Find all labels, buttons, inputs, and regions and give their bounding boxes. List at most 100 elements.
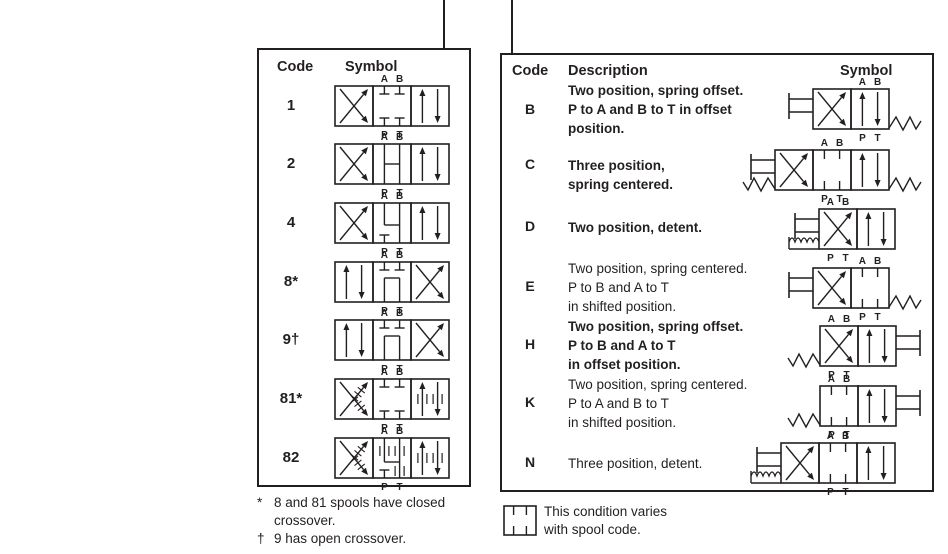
port-label: A [381, 74, 388, 85]
varies-box-icon [503, 505, 537, 536]
port-label: A [827, 431, 834, 442]
actuator-description-B: Two position, spring offset. P to A and B… [568, 83, 744, 136]
valve-symbol-spool-81: A BP T [334, 367, 450, 434]
actuator-code-C: C [524, 156, 536, 172]
port-label: B [842, 197, 849, 208]
actuator-description-K: Two position, spring centered. P to A and… [568, 377, 748, 430]
port-label: T [837, 194, 843, 205]
port-label: T [875, 133, 881, 144]
actuator-code-B: B [524, 101, 536, 117]
footnote-marker: † [257, 531, 265, 546]
footnote-marker: * [257, 495, 263, 510]
spool-code-8: 8* [283, 273, 299, 290]
actuator-code-table: Code Description Symbol B Two position, s… [500, 53, 934, 498]
port-label: B [842, 431, 849, 442]
legend-line: This condition varies [544, 504, 668, 519]
spool-symbol-header: Symbol [345, 59, 398, 75]
actuator-description-C: Three position, spring centered. [568, 158, 674, 192]
actuator-description-D: Two position, detent. [568, 220, 702, 235]
port-label: P [381, 423, 388, 434]
port-label: A [859, 256, 866, 267]
port-label: T [843, 487, 849, 498]
port-label: B [396, 132, 403, 143]
footnote-text: 9 has open crossover. [274, 531, 407, 546]
actuator-description-N: Three position, detent. [568, 456, 703, 471]
footnotes: * 8 and 81 spools have closed crossover. †… [257, 494, 471, 548]
legend-line: with spool code. [544, 522, 641, 537]
spool-code-4: 4 [286, 214, 296, 231]
port-label: A [381, 250, 388, 261]
spool-code-2: 2 [286, 155, 296, 172]
port-label: P [381, 364, 388, 375]
port-label: B [396, 250, 403, 261]
port-label: A [381, 426, 388, 437]
port-label: T [843, 253, 849, 264]
port-label: T [397, 188, 403, 199]
actuator-description-H: Two position, spring offset. P to B and A… [568, 319, 744, 372]
port-label: B [396, 367, 403, 378]
actuator-code-K: K [524, 394, 536, 410]
port-label: T [844, 370, 850, 381]
port-label: A [859, 77, 866, 88]
port-label: T [397, 364, 403, 375]
valve-symbol-spool-1: A BP T [334, 74, 450, 141]
port-label: P [381, 482, 388, 493]
actuator-code-N: N [524, 454, 536, 470]
valve-symbol-actuator-C: A B P T [742, 138, 922, 205]
valve-symbol-actuator-H: A BP T [787, 314, 921, 381]
port-label: A [381, 308, 388, 319]
port-label: T [397, 306, 403, 317]
port-label: T [397, 130, 403, 141]
legend-text: This condition varies with spool code. [544, 503, 667, 539]
actuator-symbol-header: Symbol [840, 63, 893, 79]
valve-symbol-actuator-E: A BP T [788, 256, 922, 323]
leader-line-right [511, 0, 513, 55]
port-label: T [875, 312, 881, 323]
valve-symbol-spool-4: A BP T [334, 191, 450, 258]
port-label: A [381, 367, 388, 378]
spool-code-81: 81* [279, 390, 303, 407]
actuator-code-D: D [524, 218, 536, 234]
port-label: A [828, 314, 835, 325]
port-label: P [859, 312, 866, 323]
port-label: P [381, 247, 388, 258]
spool-code-1: 1 [286, 97, 296, 114]
actuator-code-header: Code [512, 63, 549, 79]
port-label: A [827, 197, 834, 208]
valve-symbol-actuator-K: A BP T [787, 374, 921, 441]
actuator-description-E: Two position, spring centered. P to B and… [568, 261, 748, 314]
port-label: A [381, 132, 388, 143]
valve-symbol-spool-8: A BP T [334, 250, 450, 317]
valve-symbol-actuator-D: A BP T [788, 197, 896, 264]
port-label: A [381, 191, 388, 202]
port-label: B [843, 374, 850, 385]
port-label: B [843, 314, 850, 325]
port-label: B [874, 256, 881, 267]
footnote: † 9 has open crossover. [257, 530, 471, 548]
valve-symbol-actuator-N: A BP T [750, 431, 896, 498]
port-label: P [381, 306, 388, 317]
leader-line-left [443, 0, 445, 50]
actuator-code-H: H [524, 336, 536, 352]
port-label: A [828, 374, 835, 385]
actuator-code-E: E [525, 278, 535, 294]
port-label: T [397, 247, 403, 258]
port-label: B [396, 308, 403, 319]
port-label: P [381, 188, 388, 199]
port-label: B [396, 426, 403, 437]
port-label: B [874, 77, 881, 88]
footnote: * 8 and 81 spools have closed crossover. [257, 494, 471, 530]
port-label: P [821, 194, 828, 205]
spool-code-header: Code [277, 59, 314, 75]
port-label: B [396, 74, 403, 85]
spool-code-82: 82 [282, 449, 300, 466]
legend: This condition varies with spool code. [502, 503, 667, 544]
spool-code-table: Code Symbol 1 A B P T 2 A B P T 4 A B P T 8* A B P T 9† A B P T 8… [257, 48, 471, 493]
valve-symbol-spool-82: A BP T [334, 426, 450, 493]
footnote-text: 8 and 81 spools have closed crossover. [274, 495, 446, 528]
port-label: P [828, 370, 835, 381]
port-label: B [396, 191, 403, 202]
port-label: T [844, 430, 850, 441]
port-label: P [859, 133, 866, 144]
